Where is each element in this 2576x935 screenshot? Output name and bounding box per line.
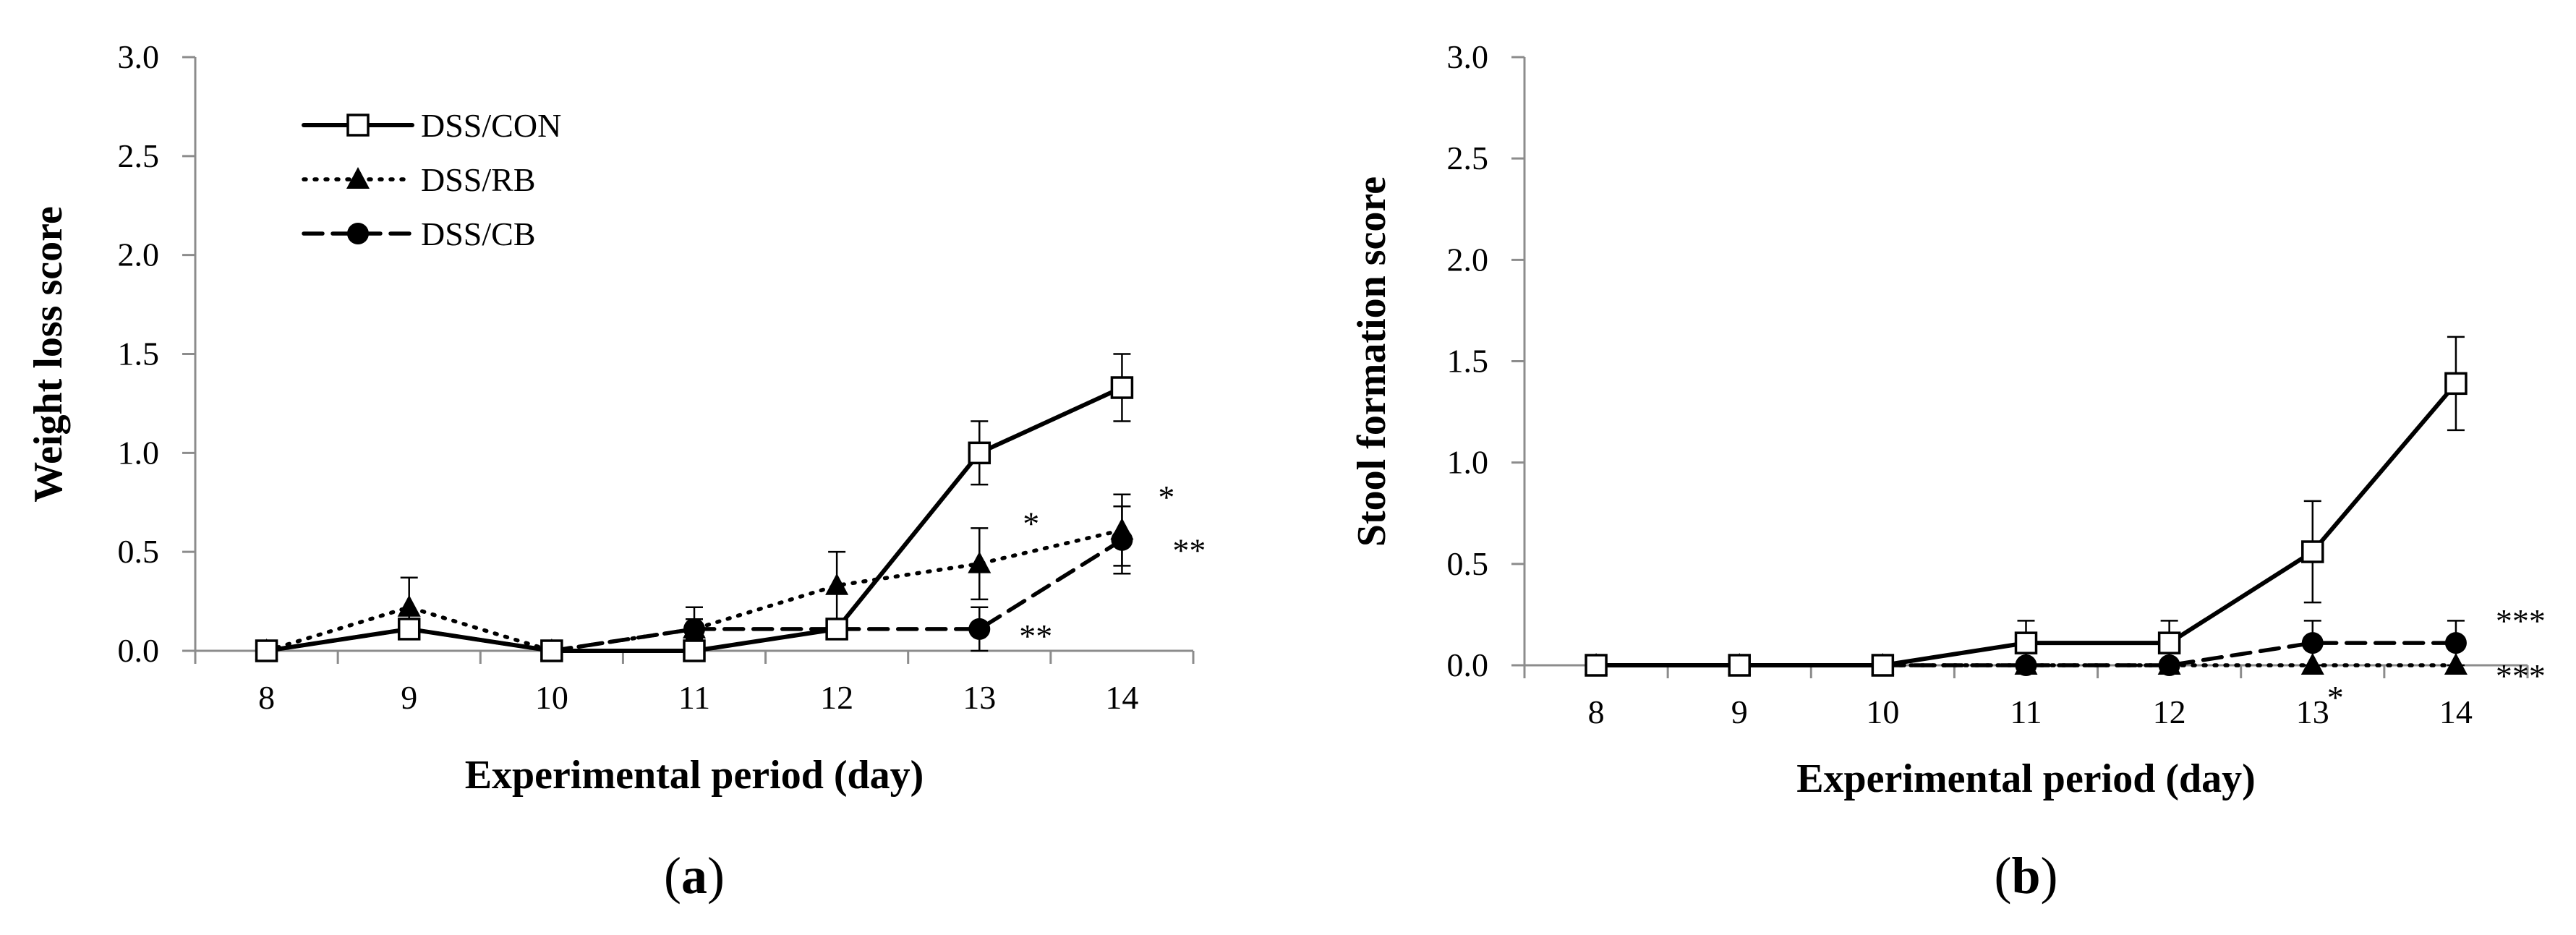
significance-marker: *: [1023, 505, 1039, 542]
panel-label: (a): [664, 847, 725, 905]
data-point: [2157, 631, 2181, 654]
panel-label-letter: a: [681, 847, 707, 905]
panel-label-open: (: [664, 847, 681, 905]
data-point: [255, 639, 278, 662]
significance-marker: *: [1158, 479, 1174, 516]
chart-panel-a: 0.0 0.5 1.0 1.5 2.0 2.5 3.0 8 9 10 11 12 13 14 Experim…: [26, 38, 1206, 905]
legend-label: DSS/RB: [421, 161, 536, 198]
panel-label-open: (: [1994, 847, 2011, 905]
y-axis-title: Stool formation score: [1349, 176, 1394, 547]
data-point: [1585, 654, 1608, 677]
significance-marker: ***: [2496, 657, 2546, 694]
x-tick-label: 8: [258, 679, 275, 716]
chart-panel-b: 0.0 0.5 1.0 1.5 2.0 2.5 3.0 8 9 10 11 12 13 14 Experim…: [1349, 38, 2546, 905]
significance-marker: **: [1019, 618, 1052, 654]
data-point: [2301, 632, 2324, 654]
x-tick-label: 13: [963, 679, 996, 716]
panel-label: (b): [1994, 847, 2057, 905]
panel-label-close: ): [707, 847, 725, 905]
legend: DSS/CON DSS/RB DSS/CB: [302, 107, 561, 252]
y-tick-label: 0.0: [118, 632, 160, 669]
significance-marker: **: [1172, 532, 1206, 569]
x-tick-label: 9: [1731, 693, 1748, 730]
y-tick-label: 2.5: [118, 137, 160, 174]
x-axis-title: Experimental period (day): [465, 753, 924, 798]
y-tick-label: 0.0: [1447, 646, 1489, 683]
y-axis-title: Weight loss score: [26, 206, 71, 503]
x-axis-title: Experimental period (day): [1796, 756, 2256, 801]
significance-marker: *: [2327, 679, 2344, 716]
data-point: [1110, 376, 1134, 399]
data-point: [540, 639, 563, 662]
x-tick-label: 14: [2439, 693, 2473, 730]
y-tick-label: 1.5: [1447, 343, 1489, 380]
y-tick-label: 2.5: [1447, 140, 1489, 176]
y-tick-label: 0.5: [118, 533, 160, 570]
data-point: [1728, 654, 1751, 677]
data-point: [2444, 632, 2467, 654]
panel-label-close: ): [2041, 847, 2058, 905]
x-tick-label: 13: [2296, 693, 2329, 730]
data-point: [968, 618, 991, 640]
y-tick-label: 1.5: [118, 336, 160, 372]
legend-swatch-marker: [346, 167, 370, 189]
data-point: [397, 618, 421, 641]
significance-marker: ***: [2496, 602, 2546, 639]
x-tick-label: 14: [1105, 679, 1138, 716]
series-dss-con: [1585, 336, 2468, 677]
x-tick-label: 10: [1866, 693, 1899, 730]
data-point: [683, 639, 706, 662]
y-tick-label: 3.0: [1447, 38, 1489, 75]
data-point: [968, 441, 991, 465]
data-point: [2301, 540, 2324, 563]
y-tick-label: 2.0: [118, 236, 160, 273]
data-point: [2014, 631, 2038, 654]
data-point: [825, 573, 849, 595]
legend-label: DSS/CON: [421, 107, 561, 144]
x-tick-label: 11: [2010, 693, 2042, 730]
x-tick-label: 10: [535, 679, 568, 716]
x-tick-label: 9: [401, 679, 417, 716]
x-tick-label: 8: [1588, 693, 1605, 730]
data-point: [2444, 372, 2468, 396]
x-tick-label: 12: [820, 679, 853, 716]
series-dss-con: [255, 353, 1134, 662]
data-point: [1111, 529, 1133, 551]
series-dss-cb: [255, 505, 1133, 662]
y-tick-label: 1.0: [118, 434, 160, 471]
y-tick-label: 0.5: [1447, 545, 1489, 582]
data-point: [825, 618, 848, 641]
y-tick-label: 3.0: [118, 38, 160, 75]
data-point: [968, 551, 991, 573]
x-tick-label: 11: [678, 679, 710, 716]
x-tick-label: 12: [2153, 693, 2186, 730]
y-tick-label: 2.0: [1447, 241, 1489, 278]
legend-swatch-marker: [346, 114, 370, 137]
y-tick-label: 1.0: [1447, 444, 1489, 481]
panel-label-letter: b: [2011, 847, 2040, 905]
legend-label: DSS/CB: [421, 215, 536, 252]
data-point: [1871, 654, 1895, 677]
legend-swatch-marker: [347, 223, 369, 244]
data-point: [397, 594, 421, 617]
data-point: [683, 618, 705, 640]
